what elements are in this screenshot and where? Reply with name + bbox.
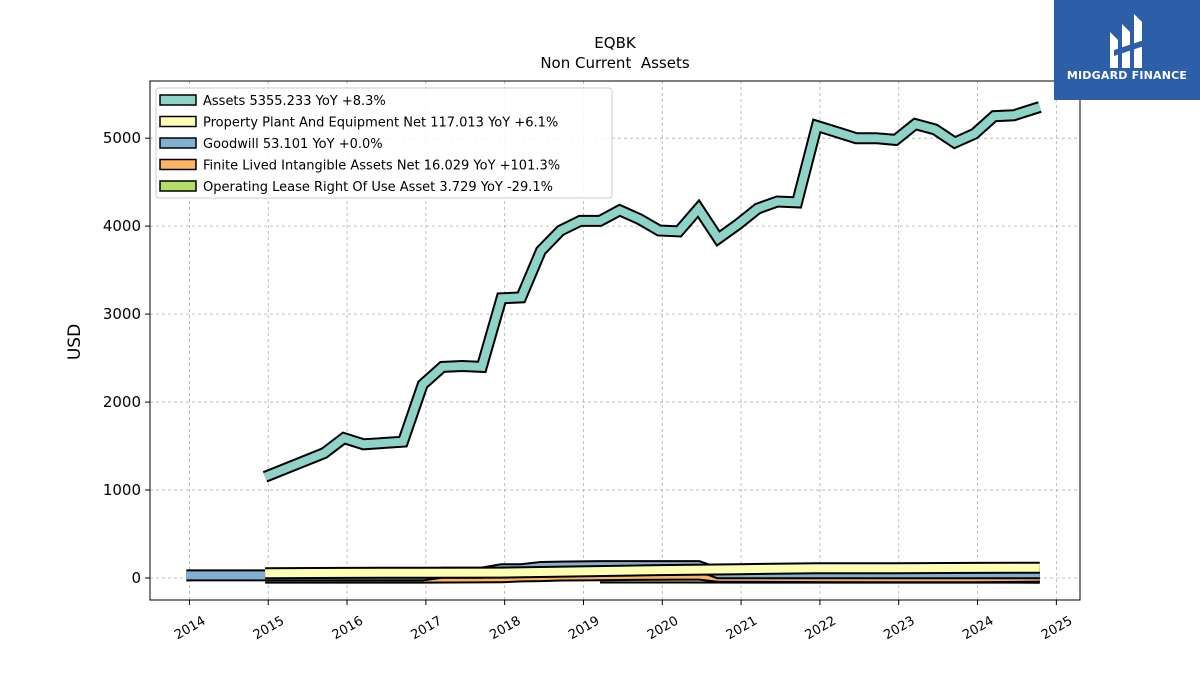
brand-name: MIDGARD FINANCE [1066,69,1188,82]
y-axis-label: USD [65,324,85,360]
series-layer [186,101,1042,584]
chart-title: EQBK [594,34,637,52]
y-tick-label: 5000 [103,129,141,147]
x-tick-label: 2016 [330,614,366,644]
legend: Assets 5355.233 YoY +8.3% Property Plant … [155,87,613,199]
midgard-logo-icon [1110,14,1144,68]
x-tick-label: 2025 [1039,614,1075,644]
x-tick-label: 2014 [172,614,208,644]
x-tick-label: 2017 [409,614,445,644]
legend-swatch-assets [159,94,197,106]
legend-label-goodwill: Goodwill 53.101 YoY +0.0% [203,137,383,152]
y-tick-label: 0 [131,569,141,587]
x-tick-label: 2022 [803,614,839,644]
series-line-ppe [265,563,1040,578]
x-tick-label: 2020 [645,614,681,644]
x-tick-label: 2015 [251,614,287,644]
legend-swatch-intangible [159,158,197,171]
legend-label-assets: Assets 5355.233 YoY +8.3% [203,94,386,109]
x-tick-label: 2019 [566,614,602,644]
chart-subtitle: Non Current Assets [540,54,690,72]
y-tick-label: 4000 [103,217,141,235]
legend-label-intangible: Finite Lived Intangible Assets Net 16.02… [203,159,560,174]
x-tick-label: 2023 [881,614,917,644]
y-tick-label: 3000 [103,305,141,323]
legend-swatch-lease [159,180,197,192]
legend-label-lease: Operating Lease Right Of Use Asset 3.729… [203,180,553,195]
legend-label-ppe: Property Plant And Equipment Net 117.013… [203,116,558,131]
y-tick-label: 2000 [103,393,141,411]
x-tick-label: 2018 [487,614,523,644]
x-tick-label: 2021 [724,614,760,644]
legend-swatch-ppe [159,115,197,128]
x-tick-label: 2024 [960,614,996,644]
legend-box [155,87,613,199]
y-tick-label: 1000 [103,481,141,499]
brand-logo: MIDGARD FINANCE [1054,0,1200,100]
series-line-assets [263,103,1042,481]
legend-swatch-goodwill [159,137,197,149]
plot-frame [149,80,1081,601]
